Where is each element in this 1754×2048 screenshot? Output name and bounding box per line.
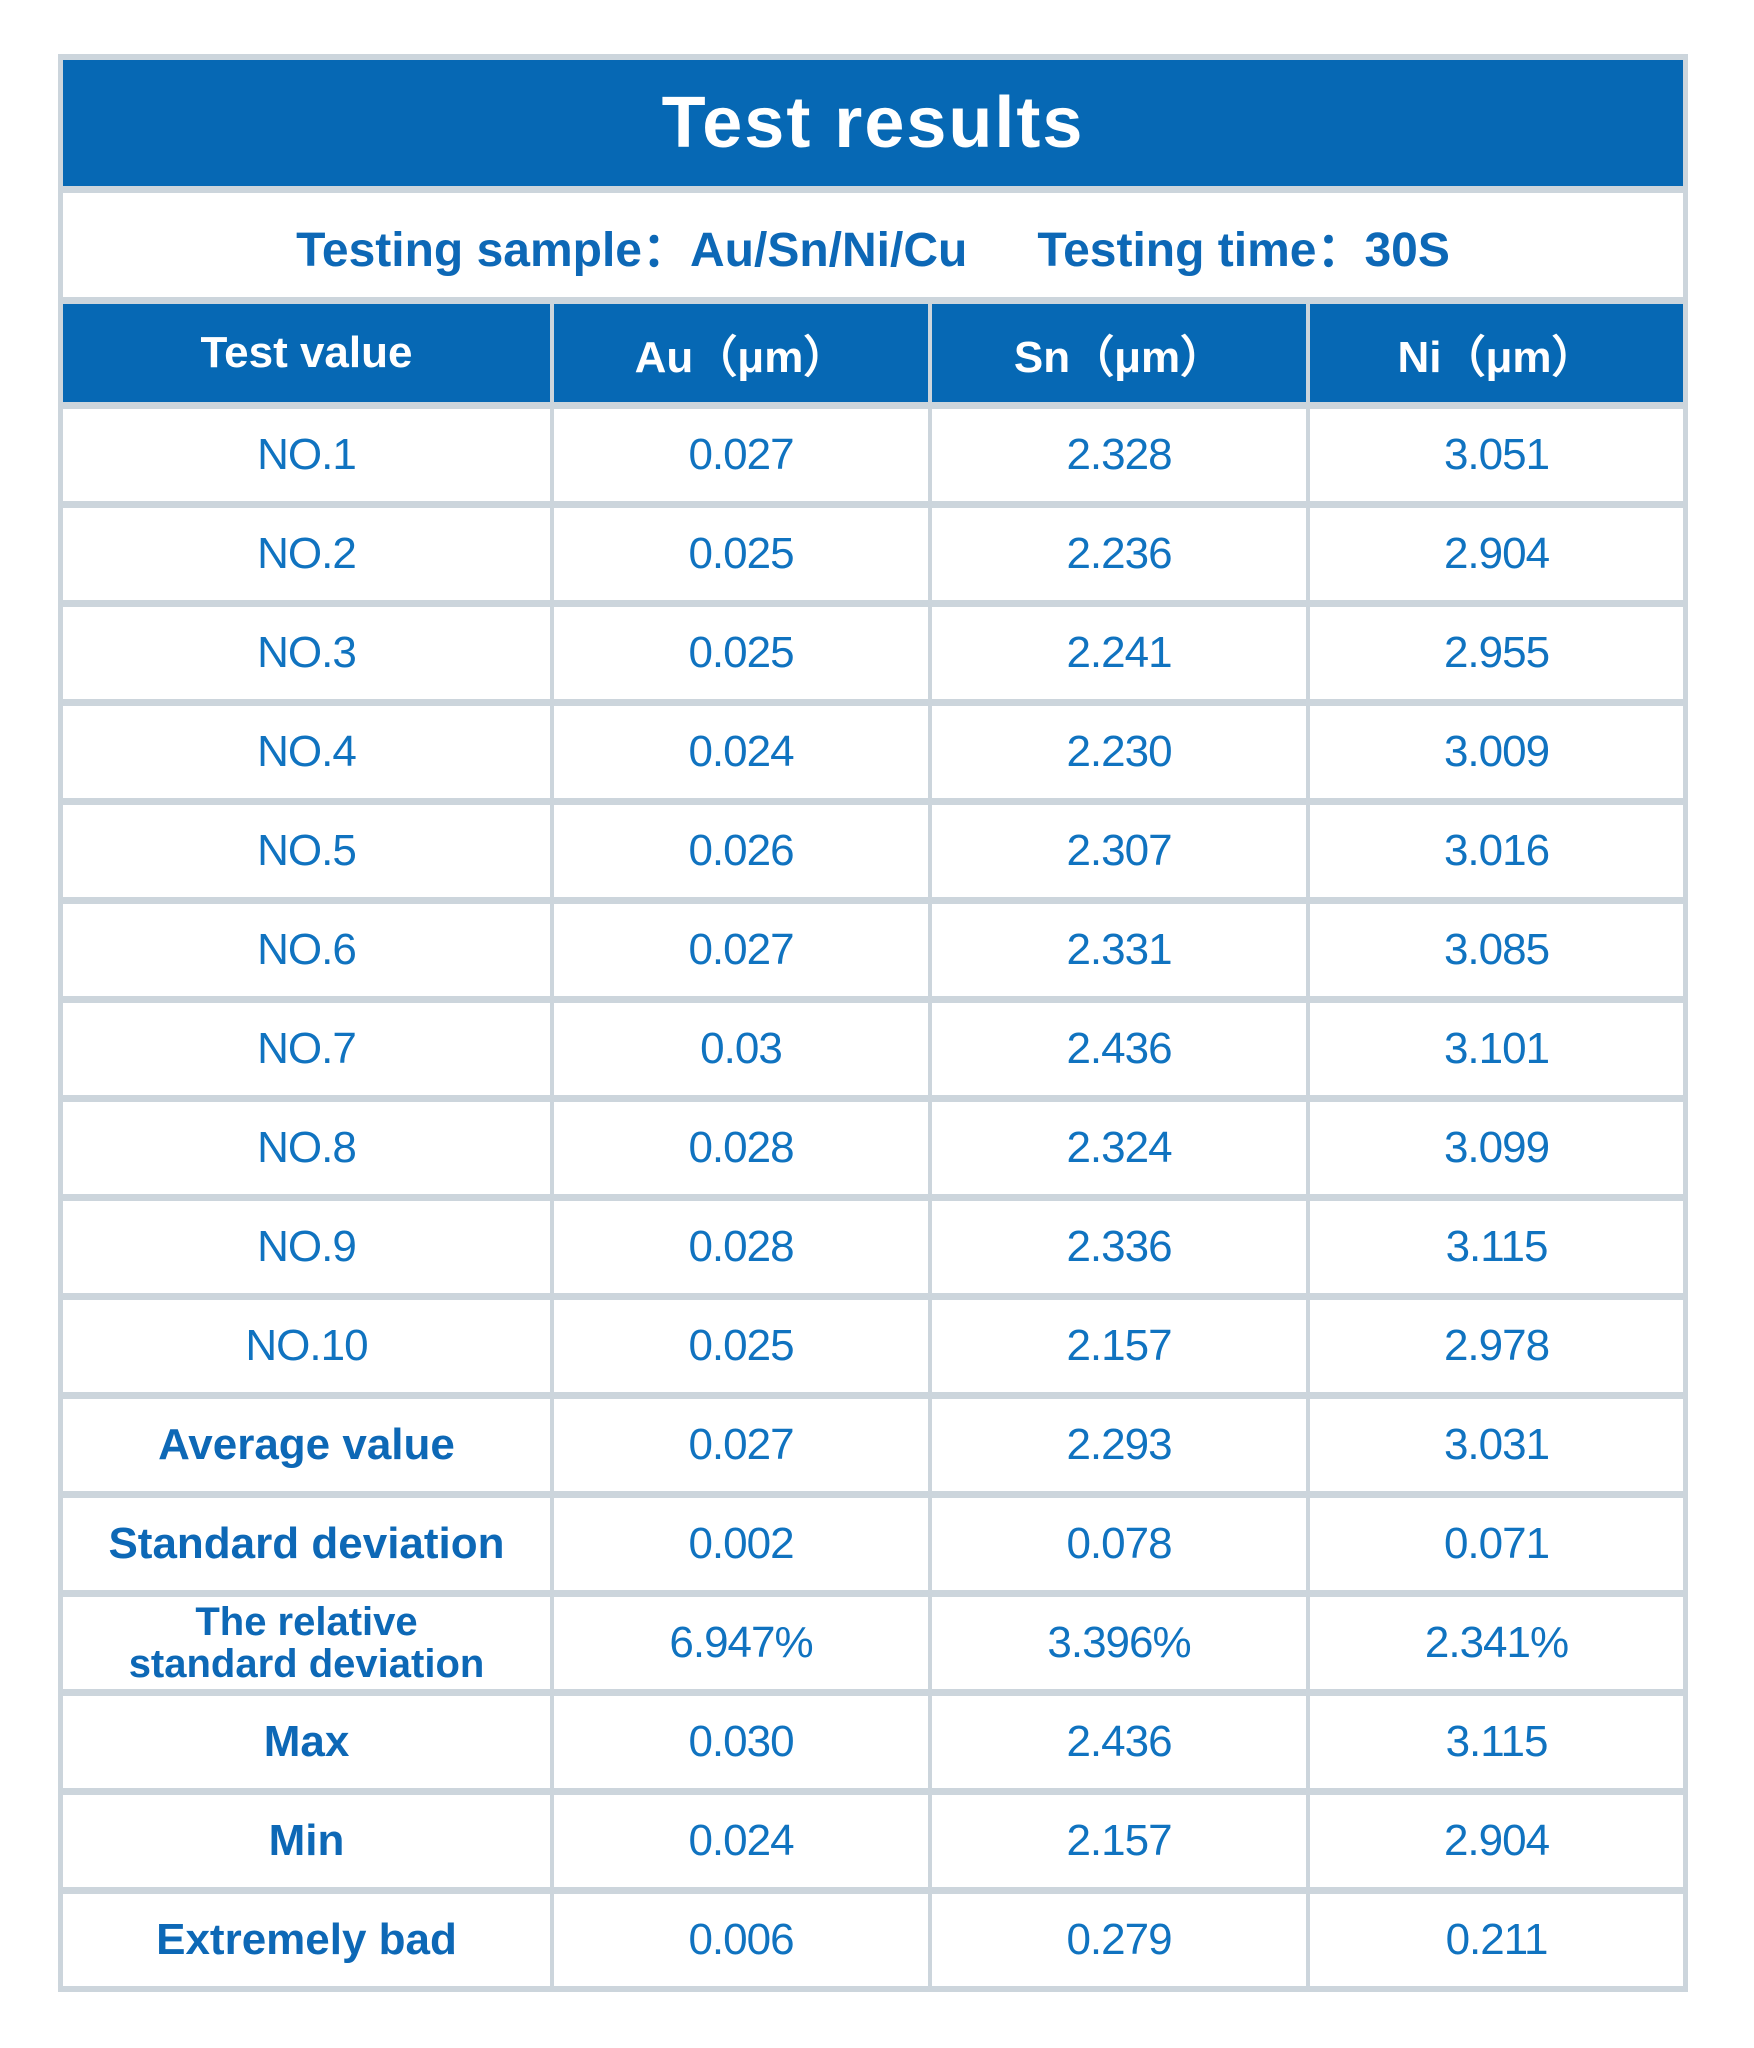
table-row: The relative standard deviation 6.947% 3.3…: [63, 1597, 1683, 1689]
value-cell: 0.071: [1310, 1498, 1683, 1590]
row-label-cell: NO.8: [63, 1102, 550, 1194]
value-cell: 3.115: [1310, 1201, 1683, 1293]
value-cell: 0.027: [554, 409, 928, 501]
table-row: NO.10 0.025 2.157 2.978: [63, 1300, 1683, 1392]
value-cell: 2.904: [1310, 1795, 1683, 1887]
value-cell: 0.028: [554, 1201, 928, 1293]
row-label-cell: Max: [63, 1696, 550, 1788]
value-cell: 2.236: [932, 508, 1306, 600]
row-label-cell: NO.7: [63, 1003, 550, 1095]
table-row: Extremely bad 0.006 0.279 0.211: [63, 1894, 1683, 1986]
row-label-cell: The relative standard deviation: [63, 1597, 550, 1689]
value-cell: 0.030: [554, 1696, 928, 1788]
table-row: NO.6 0.027 2.331 3.085: [63, 904, 1683, 996]
value-cell: 2.157: [932, 1795, 1306, 1887]
testing-sample-text: Testing sample：Au/Sn/Ni/Cu: [296, 224, 968, 277]
value-cell: 0.03: [554, 1003, 928, 1095]
table-row: Max 0.030 2.436 3.115: [63, 1696, 1683, 1788]
row-label-cell: NO.5: [63, 805, 550, 897]
value-cell: 2.341%: [1310, 1597, 1683, 1689]
row-label-cell: NO.4: [63, 706, 550, 798]
value-cell: 3.009: [1310, 706, 1683, 798]
table-row: NO.9 0.028 2.336 3.115: [63, 1201, 1683, 1293]
row-label-cell: NO.1: [63, 409, 550, 501]
row-label-cell: NO.2: [63, 508, 550, 600]
value-cell: 2.331: [932, 904, 1306, 996]
value-cell: 0.026: [554, 805, 928, 897]
subtitle-row: Testing sample：Au/Sn/Ni/Cu Testing time：…: [63, 193, 1683, 297]
column-header-test-value: Test value: [63, 304, 550, 402]
value-cell: 3.101: [1310, 1003, 1683, 1095]
value-cell: 0.279: [932, 1894, 1306, 1986]
value-cell: 2.324: [932, 1102, 1306, 1194]
table-row: NO.4 0.024 2.230 3.009: [63, 706, 1683, 798]
title-bar: Test results: [63, 60, 1683, 186]
table-row: NO.8 0.028 2.324 3.099: [63, 1102, 1683, 1194]
value-cell: 0.211: [1310, 1894, 1683, 1986]
page-title: Test results: [661, 83, 1085, 163]
value-cell: 0.027: [554, 904, 928, 996]
value-cell: 2.293: [932, 1399, 1306, 1491]
value-cell: 2.230: [932, 706, 1306, 798]
row-label-cell: Extremely bad: [63, 1894, 550, 1986]
row-label-cell: NO.6: [63, 904, 550, 996]
value-cell: 0.027: [554, 1399, 928, 1491]
value-cell: 0.028: [554, 1102, 928, 1194]
value-cell: 0.002: [554, 1498, 928, 1590]
table-row: Min 0.024 2.157 2.904: [63, 1795, 1683, 1887]
value-cell: 0.025: [554, 508, 928, 600]
value-cell: 0.025: [554, 607, 928, 699]
table-row: NO.5 0.026 2.307 3.016: [63, 805, 1683, 897]
testing-time-text: Testing time：30S: [1037, 224, 1450, 277]
value-cell: 2.904: [1310, 508, 1683, 600]
value-cell: 3.051: [1310, 409, 1683, 501]
table-row: NO.7 0.03 2.436 3.101: [63, 1003, 1683, 1095]
table-row: NO.1 0.027 2.328 3.051: [63, 409, 1683, 501]
row-label-cell: NO.3: [63, 607, 550, 699]
value-cell: 0.024: [554, 706, 928, 798]
column-header-ni: Ni（μm）: [1310, 304, 1683, 402]
results-table: Test results Testing sample：Au/Sn/Ni/Cu …: [58, 54, 1688, 1992]
value-cell: 0.024: [554, 1795, 928, 1887]
value-cell: 6.947%: [554, 1597, 928, 1689]
row-label-cell: NO.9: [63, 1201, 550, 1293]
value-cell: 2.978: [1310, 1300, 1683, 1392]
row-label-cell: NO.10: [63, 1300, 550, 1392]
row-label-cell: Min: [63, 1795, 550, 1887]
value-cell: 3.099: [1310, 1102, 1683, 1194]
value-cell: 3.016: [1310, 805, 1683, 897]
row-label-cell: Average value: [63, 1399, 550, 1491]
value-cell: 2.436: [932, 1696, 1306, 1788]
value-cell: 3.115: [1310, 1696, 1683, 1788]
value-cell: 2.241: [932, 607, 1306, 699]
value-cell: 0.025: [554, 1300, 928, 1392]
table-row: Average value 0.027 2.293 3.031: [63, 1399, 1683, 1491]
value-cell: 2.336: [932, 1201, 1306, 1293]
value-cell: 3.085: [1310, 904, 1683, 996]
value-cell: 0.006: [554, 1894, 928, 1986]
column-header-sn: Sn（μm）: [932, 304, 1306, 402]
value-cell: 2.328: [932, 409, 1306, 501]
column-header-au: Au（μm）: [554, 304, 928, 402]
value-cell: 0.078: [932, 1498, 1306, 1590]
value-cell: 2.157: [932, 1300, 1306, 1392]
table-row: NO.2 0.025 2.236 2.904: [63, 508, 1683, 600]
table-row: Standard deviation 0.002 0.078 0.071: [63, 1498, 1683, 1590]
column-header-row: Test value Au（μm） Sn（μm） Ni（μm）: [63, 304, 1683, 402]
value-cell: 2.307: [932, 805, 1306, 897]
value-cell: 3.031: [1310, 1399, 1683, 1491]
row-label-cell: Standard deviation: [63, 1498, 550, 1590]
value-cell: 3.396%: [932, 1597, 1306, 1689]
value-cell: 2.955: [1310, 607, 1683, 699]
table-row: NO.3 0.025 2.241 2.955: [63, 607, 1683, 699]
value-cell: 2.436: [932, 1003, 1306, 1095]
